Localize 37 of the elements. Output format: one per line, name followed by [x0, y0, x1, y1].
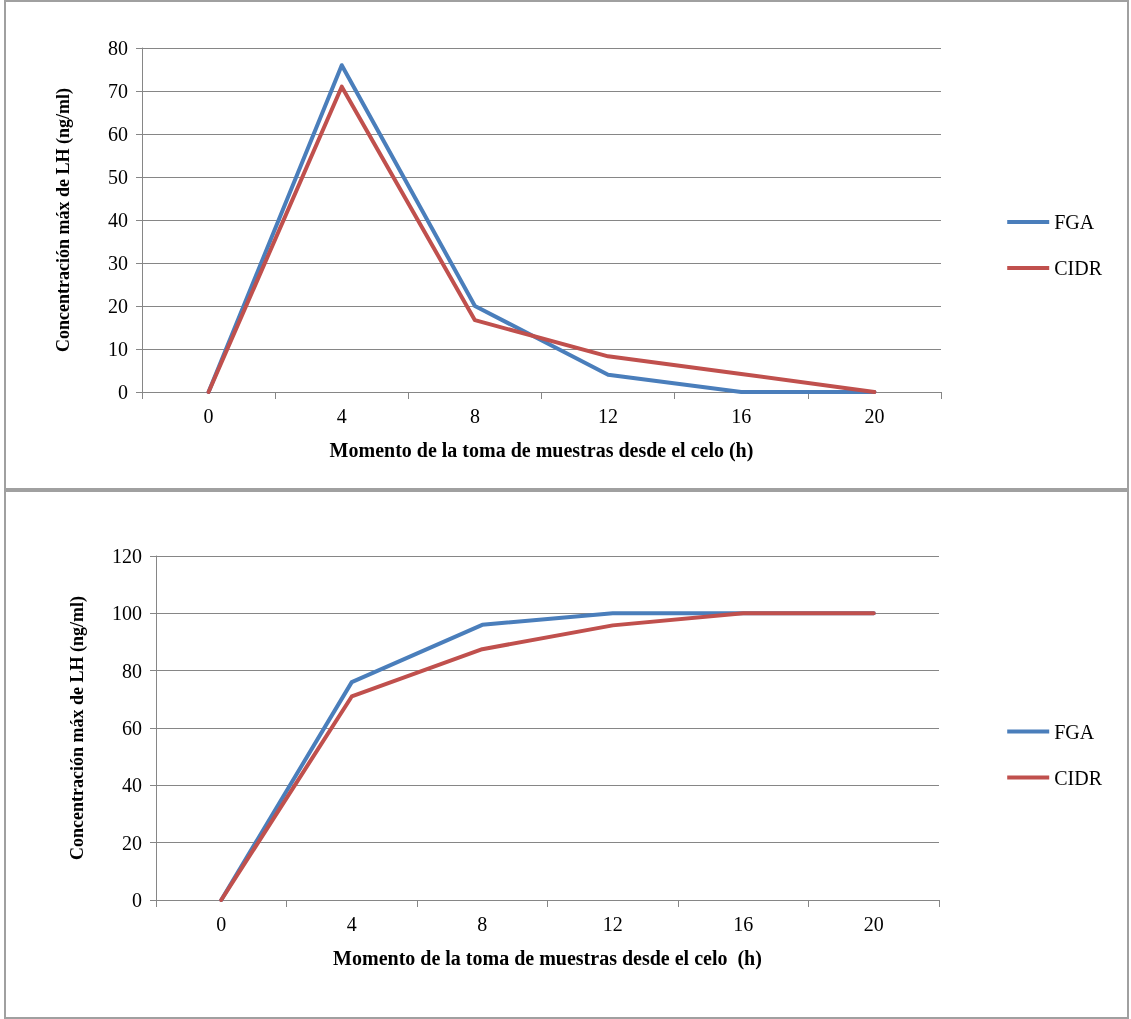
y-tick-label: 80 [122, 659, 142, 682]
x-tick-label: 20 [863, 913, 884, 935]
y-tick-label: 20 [122, 831, 142, 854]
y-tick-label: 40 [122, 774, 142, 797]
line-series [219, 611, 876, 902]
x-tick-label: 0 [216, 913, 227, 935]
y-tick-label: 60 [122, 717, 142, 739]
y-tick-label: 30 [108, 252, 128, 274]
y-tick-label: 100 [112, 602, 142, 625]
x-tick-label: 16 [731, 405, 752, 427]
legend-label: FGA [1054, 211, 1095, 233]
y-tick-label: 120 [112, 545, 142, 567]
y-tick-label: 0 [132, 889, 142, 911]
x-tick-label: 12 [602, 913, 623, 935]
y-tick-label: 20 [108, 295, 128, 317]
x-tick-label: 8 [469, 405, 480, 427]
legend-label: CIDR [1054, 257, 1103, 279]
x-tick-label: 20 [864, 405, 885, 427]
y-tick-label: 80 [108, 37, 128, 59]
x-tick-label: 4 [336, 405, 347, 427]
x-tick-label: 0 [203, 405, 214, 427]
y-tick-label: 10 [108, 338, 128, 360]
x-tick-label: 4 [346, 913, 357, 935]
x-tick-label: 8 [477, 913, 488, 935]
x-axis-title: Momento de la toma de muestras desde el celo (h) [329, 439, 754, 462]
y-tick-label: 70 [108, 80, 128, 102]
legend-label: FGA [1054, 720, 1095, 743]
x-tick-label: 12 [598, 405, 619, 427]
y-tick-label: 40 [108, 209, 128, 231]
y-tick-label: 50 [108, 166, 128, 188]
y-axis-title: Concentración máx de LH (ng/ml) [67, 596, 88, 860]
legend-label: CIDR [1054, 766, 1103, 789]
x-axis-title: Momento de la toma de muestras desde el celo (h) [333, 947, 762, 970]
y-tick-label: 0 [118, 381, 128, 403]
y-axis-title: Concentración máx de LH (ng/ml) [53, 88, 74, 352]
y-tick-label: 60 [108, 123, 128, 145]
x-tick-label: 16 [733, 913, 754, 935]
